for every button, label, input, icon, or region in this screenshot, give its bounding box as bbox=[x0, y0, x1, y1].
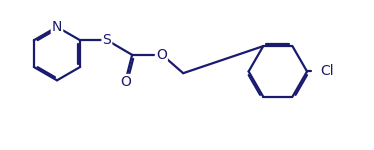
Text: O: O bbox=[120, 75, 131, 89]
Text: O: O bbox=[156, 48, 167, 62]
Text: Cl: Cl bbox=[320, 64, 334, 78]
Text: S: S bbox=[102, 33, 111, 47]
Text: N: N bbox=[52, 20, 62, 34]
